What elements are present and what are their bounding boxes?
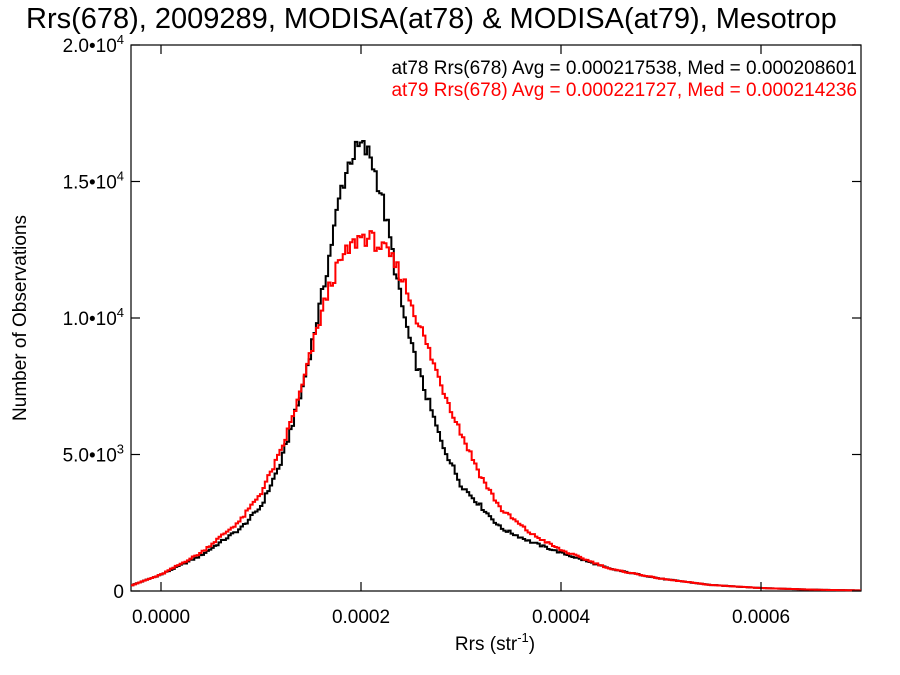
ticks-layer: 0.0000 0.0002 0.0004 0.0006 0 5.0•103 1.0•104 1…: [63, 32, 861, 628]
y-tick-label: 1.5•104: [63, 169, 124, 194]
x-tick-label: 0.0000: [132, 607, 190, 628]
series-at79-line: [131, 230, 861, 592]
y-tick-label: 0: [113, 582, 124, 603]
chart-title: Rrs(678), 2009289, MODISA(at78) & MODISA…: [26, 3, 837, 35]
y-tick-label: 1.0•104: [63, 305, 124, 330]
x-tick-label: 0.0002: [332, 607, 390, 628]
annotation-at78: at78 Rrs(678) Avg = 0.000217538, Med = 0…: [391, 58, 857, 79]
series-layer: [131, 140, 861, 592]
plot-frame: [130, 44, 862, 592]
y-tick-label: 5.0•103: [63, 442, 124, 467]
series-at78-line: [131, 140, 861, 592]
y-tick-label: 2.0•104: [63, 32, 124, 57]
y-axis-label: Number of Observations: [10, 215, 31, 421]
x-axis-label-superscript: -1: [517, 630, 529, 645]
x-axis-label: Rrs (str-1): [455, 630, 535, 655]
x-tick-label: 0.0006: [732, 607, 790, 628]
x-tick-label: 0.0004: [532, 607, 591, 628]
annotation-at79: at79 Rrs(678) Avg = 0.000221727, Med = 0…: [391, 80, 857, 101]
